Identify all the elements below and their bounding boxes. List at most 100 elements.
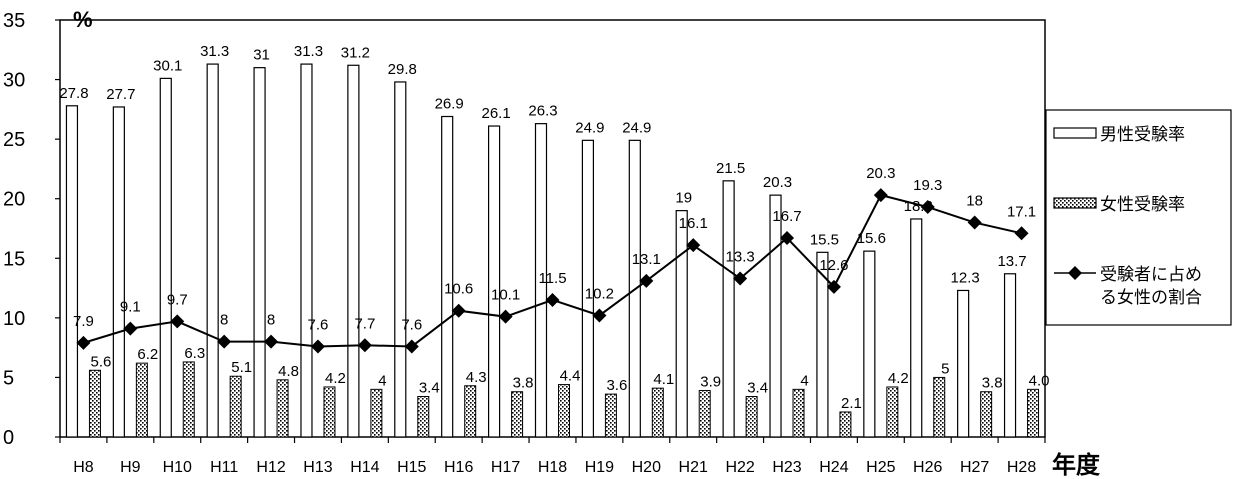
ratio-point-H15 xyxy=(404,339,419,354)
x-tick-label: H16 xyxy=(444,459,473,476)
bar-female-H27 xyxy=(980,391,993,438)
bar-female-H18 xyxy=(558,384,570,438)
bar-male-H10 xyxy=(159,77,172,438)
label-female-H26: 5 xyxy=(941,360,949,377)
x-tick-label: H11 xyxy=(210,459,238,476)
bar-female-H25 xyxy=(886,386,899,438)
label-male-H20: 24.9 xyxy=(622,119,651,136)
bar-male-H27 xyxy=(957,289,970,438)
label-ratio-H26: 19.3 xyxy=(913,177,942,194)
label-male-H16: 26.9 xyxy=(435,96,464,113)
x-tick-label: H26 xyxy=(913,459,942,476)
y-tick-label: 25 xyxy=(3,129,25,151)
label-ratio-H20: 13.1 xyxy=(632,251,661,268)
label-male-H22: 21.5 xyxy=(716,160,745,177)
label-male-H17: 26.1 xyxy=(481,105,510,122)
bar-female-H28 xyxy=(1027,388,1040,438)
label-ratio-H19: 10.2 xyxy=(585,285,614,302)
ratio-point-H11 xyxy=(217,334,232,349)
bar-female-H10 xyxy=(182,361,195,438)
legend-swatch-ratio-marker xyxy=(1068,266,1082,280)
y-tick-label: 5 xyxy=(3,367,14,389)
bar-female-H17 xyxy=(511,391,524,438)
y-axis-unit: % xyxy=(73,7,93,32)
label-male-H27: 12.3 xyxy=(951,269,980,286)
bar-male-H16 xyxy=(441,115,454,438)
bar-male-H21 xyxy=(675,210,688,438)
ratio-point-H22 xyxy=(733,271,748,286)
x-tick-label: H9 xyxy=(120,459,141,476)
label-ratio-H27: 18 xyxy=(966,193,983,210)
label-ratio-H18: 11.5 xyxy=(538,270,566,287)
x-tick-label: H15 xyxy=(397,459,426,476)
bar-male-H19 xyxy=(581,139,595,438)
ratio-point-H14 xyxy=(357,338,372,353)
bar-male-H8 xyxy=(65,105,79,438)
label-female-H9: 6.2 xyxy=(137,346,158,363)
label-male-H25: 15.6 xyxy=(857,230,886,247)
label-ratio-H8: 7.9 xyxy=(73,313,94,330)
label-female-H22: 3.4 xyxy=(747,379,768,396)
label-female-H15: 3.4 xyxy=(419,379,440,396)
label-female-H13: 4.2 xyxy=(325,370,346,387)
bar-male-H25 xyxy=(863,250,876,438)
legend-label-ratio-line1: 受験者に占め xyxy=(1100,265,1202,284)
ratio-point-H24 xyxy=(826,279,841,294)
label-male-H15: 29.8 xyxy=(388,61,417,78)
label-ratio-H11: 8 xyxy=(220,312,228,329)
label-ratio-H14: 7.7 xyxy=(354,315,375,332)
y-axis-ticks: 0 5 10 15 20 25 30 35 xyxy=(3,10,60,449)
ratio-point-H16 xyxy=(451,303,466,318)
ratio-point-H18 xyxy=(545,292,560,307)
ratio-point-H23 xyxy=(780,231,795,246)
legend-swatch-male xyxy=(1053,127,1097,139)
legend-frame xyxy=(1045,109,1232,326)
label-ratio-H17: 10.1 xyxy=(491,287,520,304)
label-female-H14: 4 xyxy=(378,372,386,389)
bar-male-H12 xyxy=(253,67,266,438)
data-labels: 27.8 27.7 30.1 31.3 31 31.3 31.2 29.8 26.9 26.1 26… xyxy=(59,43,1049,412)
x-tick-label: H18 xyxy=(538,459,567,476)
bar-female-H23 xyxy=(792,388,805,438)
label-male-H19: 24.9 xyxy=(575,119,604,136)
label-ratio-H25: 20.3 xyxy=(866,165,895,182)
bar-female-H13 xyxy=(323,386,336,438)
bar-female-H22 xyxy=(745,395,758,438)
label-ratio-H9: 9.1 xyxy=(120,299,141,316)
label-female-H23: 4 xyxy=(800,372,808,389)
label-female-H8: 5.6 xyxy=(91,353,112,370)
bar-female-H8 xyxy=(88,369,101,438)
bar-male-H24 xyxy=(816,251,829,438)
legend-label-female: 女性受験率 xyxy=(1100,195,1185,214)
bar-male-H15 xyxy=(394,81,407,438)
label-ratio-H23: 16.7 xyxy=(772,208,801,225)
ratio-point-H21 xyxy=(686,238,701,253)
y-tick-label: 0 xyxy=(3,427,14,449)
bar-female-H12 xyxy=(276,379,289,438)
label-female-H25: 4.2 xyxy=(888,370,909,387)
x-tick-label: H23 xyxy=(772,459,801,476)
y-tick-label: 10 xyxy=(3,308,25,330)
label-female-H17: 3.8 xyxy=(513,375,534,392)
label-male-H11: 31.3 xyxy=(200,43,229,60)
label-male-H12: 31 xyxy=(253,47,270,64)
y-tick-label: 20 xyxy=(3,189,25,211)
bar-female-H24 xyxy=(839,411,852,438)
bar-male-H22 xyxy=(722,180,735,438)
line-series xyxy=(76,188,1029,354)
label-ratio-H22: 13.3 xyxy=(726,249,755,266)
ratio-point-H20 xyxy=(639,273,654,288)
label-ratio-H10: 9.7 xyxy=(167,291,188,308)
ratio-point-H25 xyxy=(873,188,888,203)
label-female-H20: 4.1 xyxy=(653,371,674,388)
plot-frame xyxy=(59,19,1046,438)
label-ratio-H13: 7.6 xyxy=(308,316,329,333)
bar-male-H28 xyxy=(1003,273,1017,438)
legend-swatch-female xyxy=(1053,197,1097,209)
label-female-H21: 3.9 xyxy=(700,374,721,391)
ratio-point-H19 xyxy=(592,308,607,323)
label-ratio-H24: 12.6 xyxy=(819,257,848,274)
x-tick-label: H19 xyxy=(585,459,614,476)
label-ratio-H28: 17.1 xyxy=(1007,203,1036,220)
